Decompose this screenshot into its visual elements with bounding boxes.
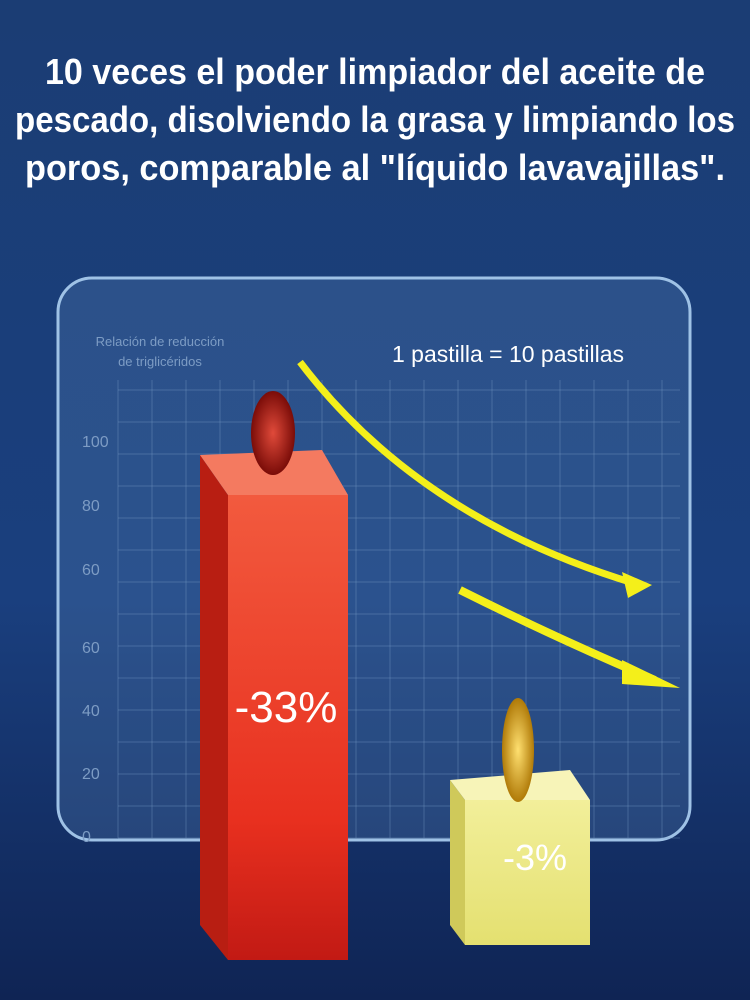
bar-side	[450, 780, 465, 945]
ticks: 100 80 60 60 40 20 0	[82, 434, 109, 846]
bar-side	[200, 455, 228, 960]
capsule	[502, 698, 534, 802]
bar-label: -33%	[235, 683, 338, 732]
tick-label: 0	[82, 829, 91, 846]
tick-label: 20	[82, 766, 100, 783]
title-line: poros, comparable al "líquido lavavajill…	[25, 147, 725, 188]
tick-label: 60	[82, 562, 100, 579]
arrow	[297, 359, 641, 589]
title: 10 veces el poder limpiador del aceite d…	[15, 51, 735, 188]
tick-label: 40	[82, 703, 100, 720]
tick-label: 60	[82, 640, 100, 657]
tick-label: 80	[82, 498, 100, 515]
bar	[465, 800, 590, 945]
tick-label: 100	[82, 434, 109, 451]
arrowhead	[622, 572, 652, 598]
arrowhead	[622, 660, 680, 688]
bar-label: -3%	[503, 837, 567, 878]
headline: 1 pastilla = 10 pastillas	[392, 341, 624, 367]
axis-label: de triglicéridos	[118, 354, 202, 369]
capsule	[251, 391, 295, 475]
title-line: 10 veces el poder limpiador del aceite d…	[45, 51, 705, 92]
axis-label: Relación de reducción	[96, 334, 225, 349]
bar	[228, 495, 348, 960]
title-line: pescado, disolviendo la grasa y limpiand…	[15, 99, 735, 140]
